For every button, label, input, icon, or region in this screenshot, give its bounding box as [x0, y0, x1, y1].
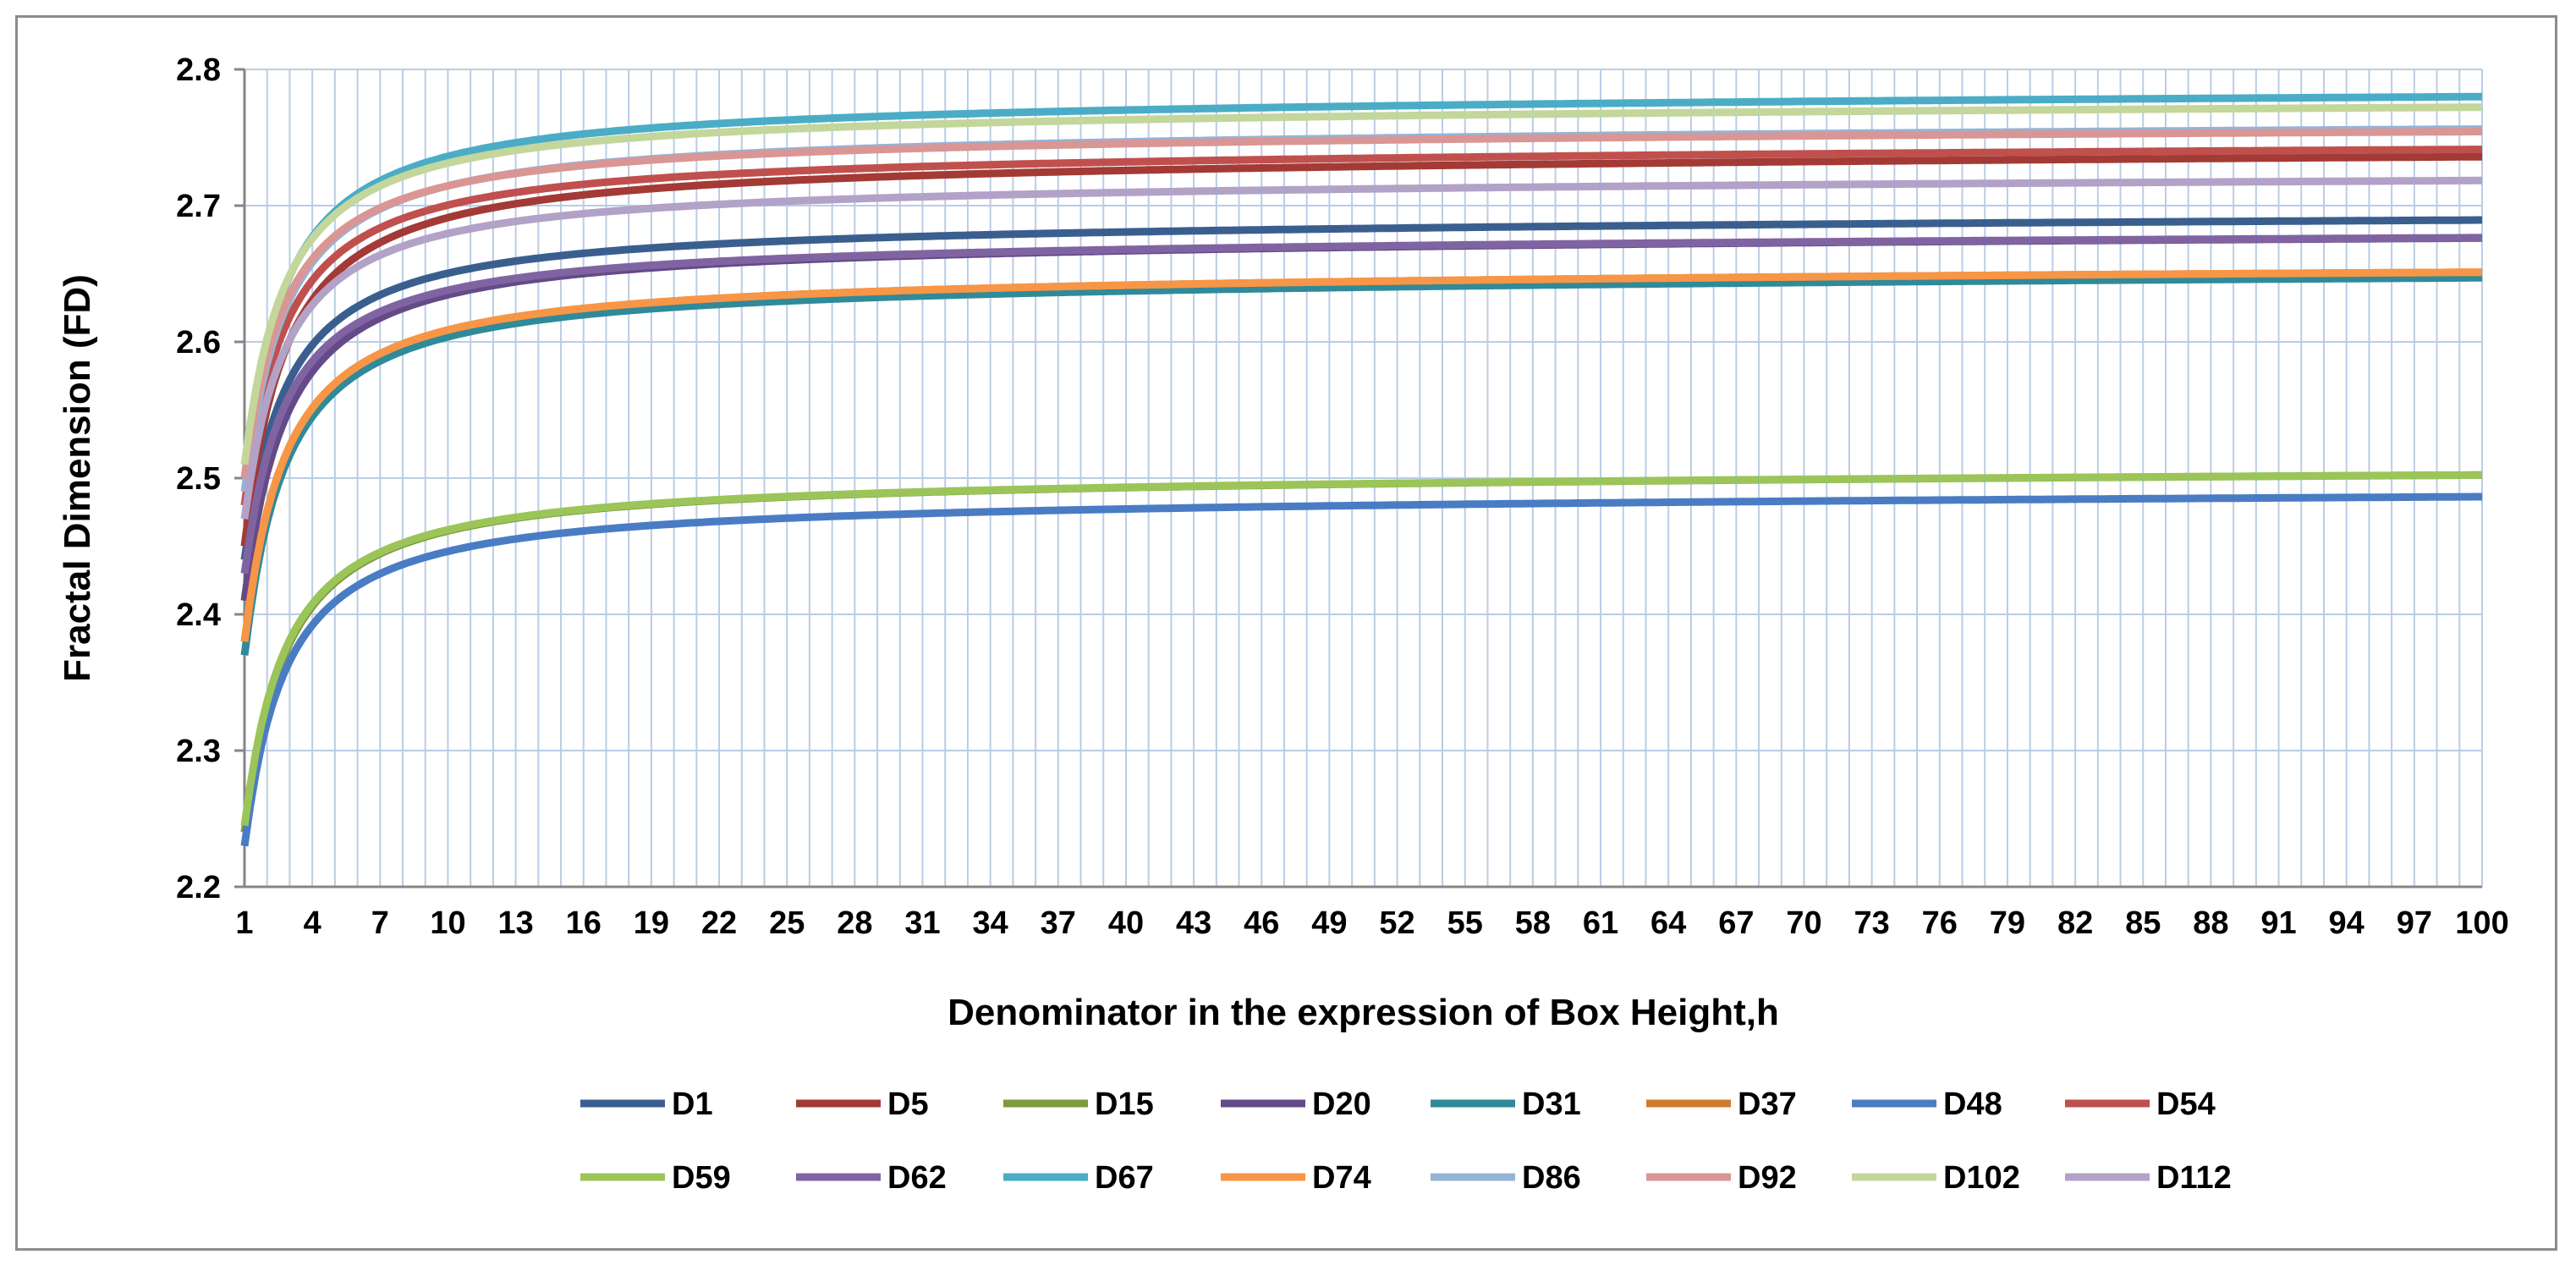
legend-label-D74: D74: [1312, 1160, 1371, 1196]
legend-label-D31: D31: [1522, 1087, 1581, 1122]
legend-label-D5: D5: [887, 1087, 929, 1122]
legend-label-D112: D112: [2156, 1160, 2232, 1196]
x-tick-label: 1: [235, 905, 253, 941]
x-tick-label: 7: [371, 905, 389, 941]
legend-label-D67: D67: [1095, 1160, 1154, 1196]
line-chart: 1 4 7 10 13 16 19 22 25 28 31 34 37 40 43 46 49 52 55 58 61 6…: [57, 52, 2509, 1196]
legend-label-D48: D48: [1943, 1087, 2002, 1122]
chart-frame: 1 4 7 10 13 16 19 22 25 28 31 34 37 40 43 46 49 52 55 58 61 6…: [15, 15, 2557, 1251]
series-line-D5: [240, 152, 2482, 547]
x-tick-label: 49: [1311, 905, 1347, 941]
x-tick-label: 28: [837, 905, 872, 941]
series-line-D1: [240, 216, 2482, 561]
x-tick-label: 61: [1583, 905, 1618, 941]
x-axis-title: Denominator in the expression of Box Hei…: [947, 992, 1779, 1033]
x-tick-label: 73: [1854, 905, 1889, 941]
series-lines: [240, 92, 2483, 847]
x-tick-label: 85: [2125, 905, 2161, 941]
x-tick-label: 52: [1379, 905, 1414, 941]
x-tick-label: 43: [1176, 905, 1211, 941]
x-tick-label: 31: [904, 905, 940, 941]
x-tick-label: 58: [1515, 905, 1551, 941]
x-tick-label: 4: [304, 905, 321, 941]
x-tick-label: 91: [2260, 905, 2296, 941]
y-tick-label: 2.3: [176, 734, 221, 769]
legend: D1 D5 D15 D20 D31 D37 D48 D54 D59 D62 D67 D74 D86 D92…: [580, 1087, 2232, 1196]
series-line-D92: [240, 128, 2482, 479]
legend-label-D15: D15: [1095, 1087, 1154, 1122]
y-axis-title: Fractal Dimension (FD): [57, 274, 98, 682]
legend-label-D1: D1: [672, 1087, 713, 1122]
x-tick-label: 46: [1244, 905, 1279, 941]
legend-label-D59: D59: [672, 1160, 731, 1196]
x-tick-label: 88: [2193, 905, 2228, 941]
legend-label-D86: D86: [1522, 1160, 1581, 1196]
series-line-D59: [240, 470, 2482, 827]
x-tick-label: 100: [2455, 905, 2508, 941]
x-tick-label: 37: [1041, 905, 1076, 941]
legend-label-D62: D62: [887, 1160, 947, 1196]
x-tick-label: 10: [430, 905, 465, 941]
y-axis-ticks: 2.2 2.3 2.4 2.5 2.6 2.7 2.8: [176, 52, 221, 905]
series-line-D20: [240, 234, 2483, 602]
x-tick-label: 16: [566, 905, 601, 941]
y-tick-label: 2.5: [176, 461, 221, 497]
y-tick-label: 2.8: [176, 52, 221, 88]
series-line-D37: [240, 268, 2482, 642]
x-tick-label: 22: [701, 905, 737, 941]
series-line-D54: [240, 146, 2482, 506]
series-line-D74: [240, 268, 2482, 642]
x-tick-label: 94: [2329, 905, 2365, 941]
y-tick-label: 2.2: [176, 870, 221, 905]
x-tick-label: 64: [1651, 905, 1686, 941]
x-tick-label: 13: [497, 905, 533, 941]
series-line-D62: [240, 234, 2482, 575]
x-tick-label: 25: [769, 905, 805, 941]
legend-label-D20: D20: [1312, 1087, 1371, 1122]
series-line-D112: [240, 176, 2482, 520]
x-tick-label: 55: [1447, 905, 1483, 941]
x-tick-label: 82: [2057, 905, 2093, 941]
series-line-D31: [240, 273, 2482, 656]
x-tick-label: 40: [1108, 905, 1144, 941]
y-tick-label: 2.4: [176, 597, 221, 633]
series-line-D48: [240, 492, 2482, 847]
x-tick-label: 67: [1718, 905, 1754, 941]
y-tick-label: 2.6: [176, 325, 221, 360]
legend-label-D92: D92: [1738, 1160, 1797, 1196]
x-tick-label: 34: [973, 905, 1008, 941]
legend-label-D37: D37: [1738, 1087, 1797, 1122]
x-tick-label: 19: [634, 905, 669, 941]
legend-label-D54: D54: [2156, 1087, 2216, 1122]
x-tick-label: 97: [2397, 905, 2432, 941]
x-tick-label: 70: [1786, 905, 1821, 941]
legend-label-D102: D102: [1943, 1160, 2020, 1196]
series-line-D102: [240, 103, 2482, 465]
y-tick-label: 2.7: [176, 189, 221, 224]
x-tick-label: 76: [1922, 905, 1958, 941]
series-line-D67: [240, 92, 2482, 479]
x-tick-label: 79: [1990, 905, 2025, 941]
x-axis-ticks: 1 4 7 10 13 16 19 22 25 28 31 34 37 40 43 46 49 52 55 58 61 6…: [235, 905, 2508, 941]
